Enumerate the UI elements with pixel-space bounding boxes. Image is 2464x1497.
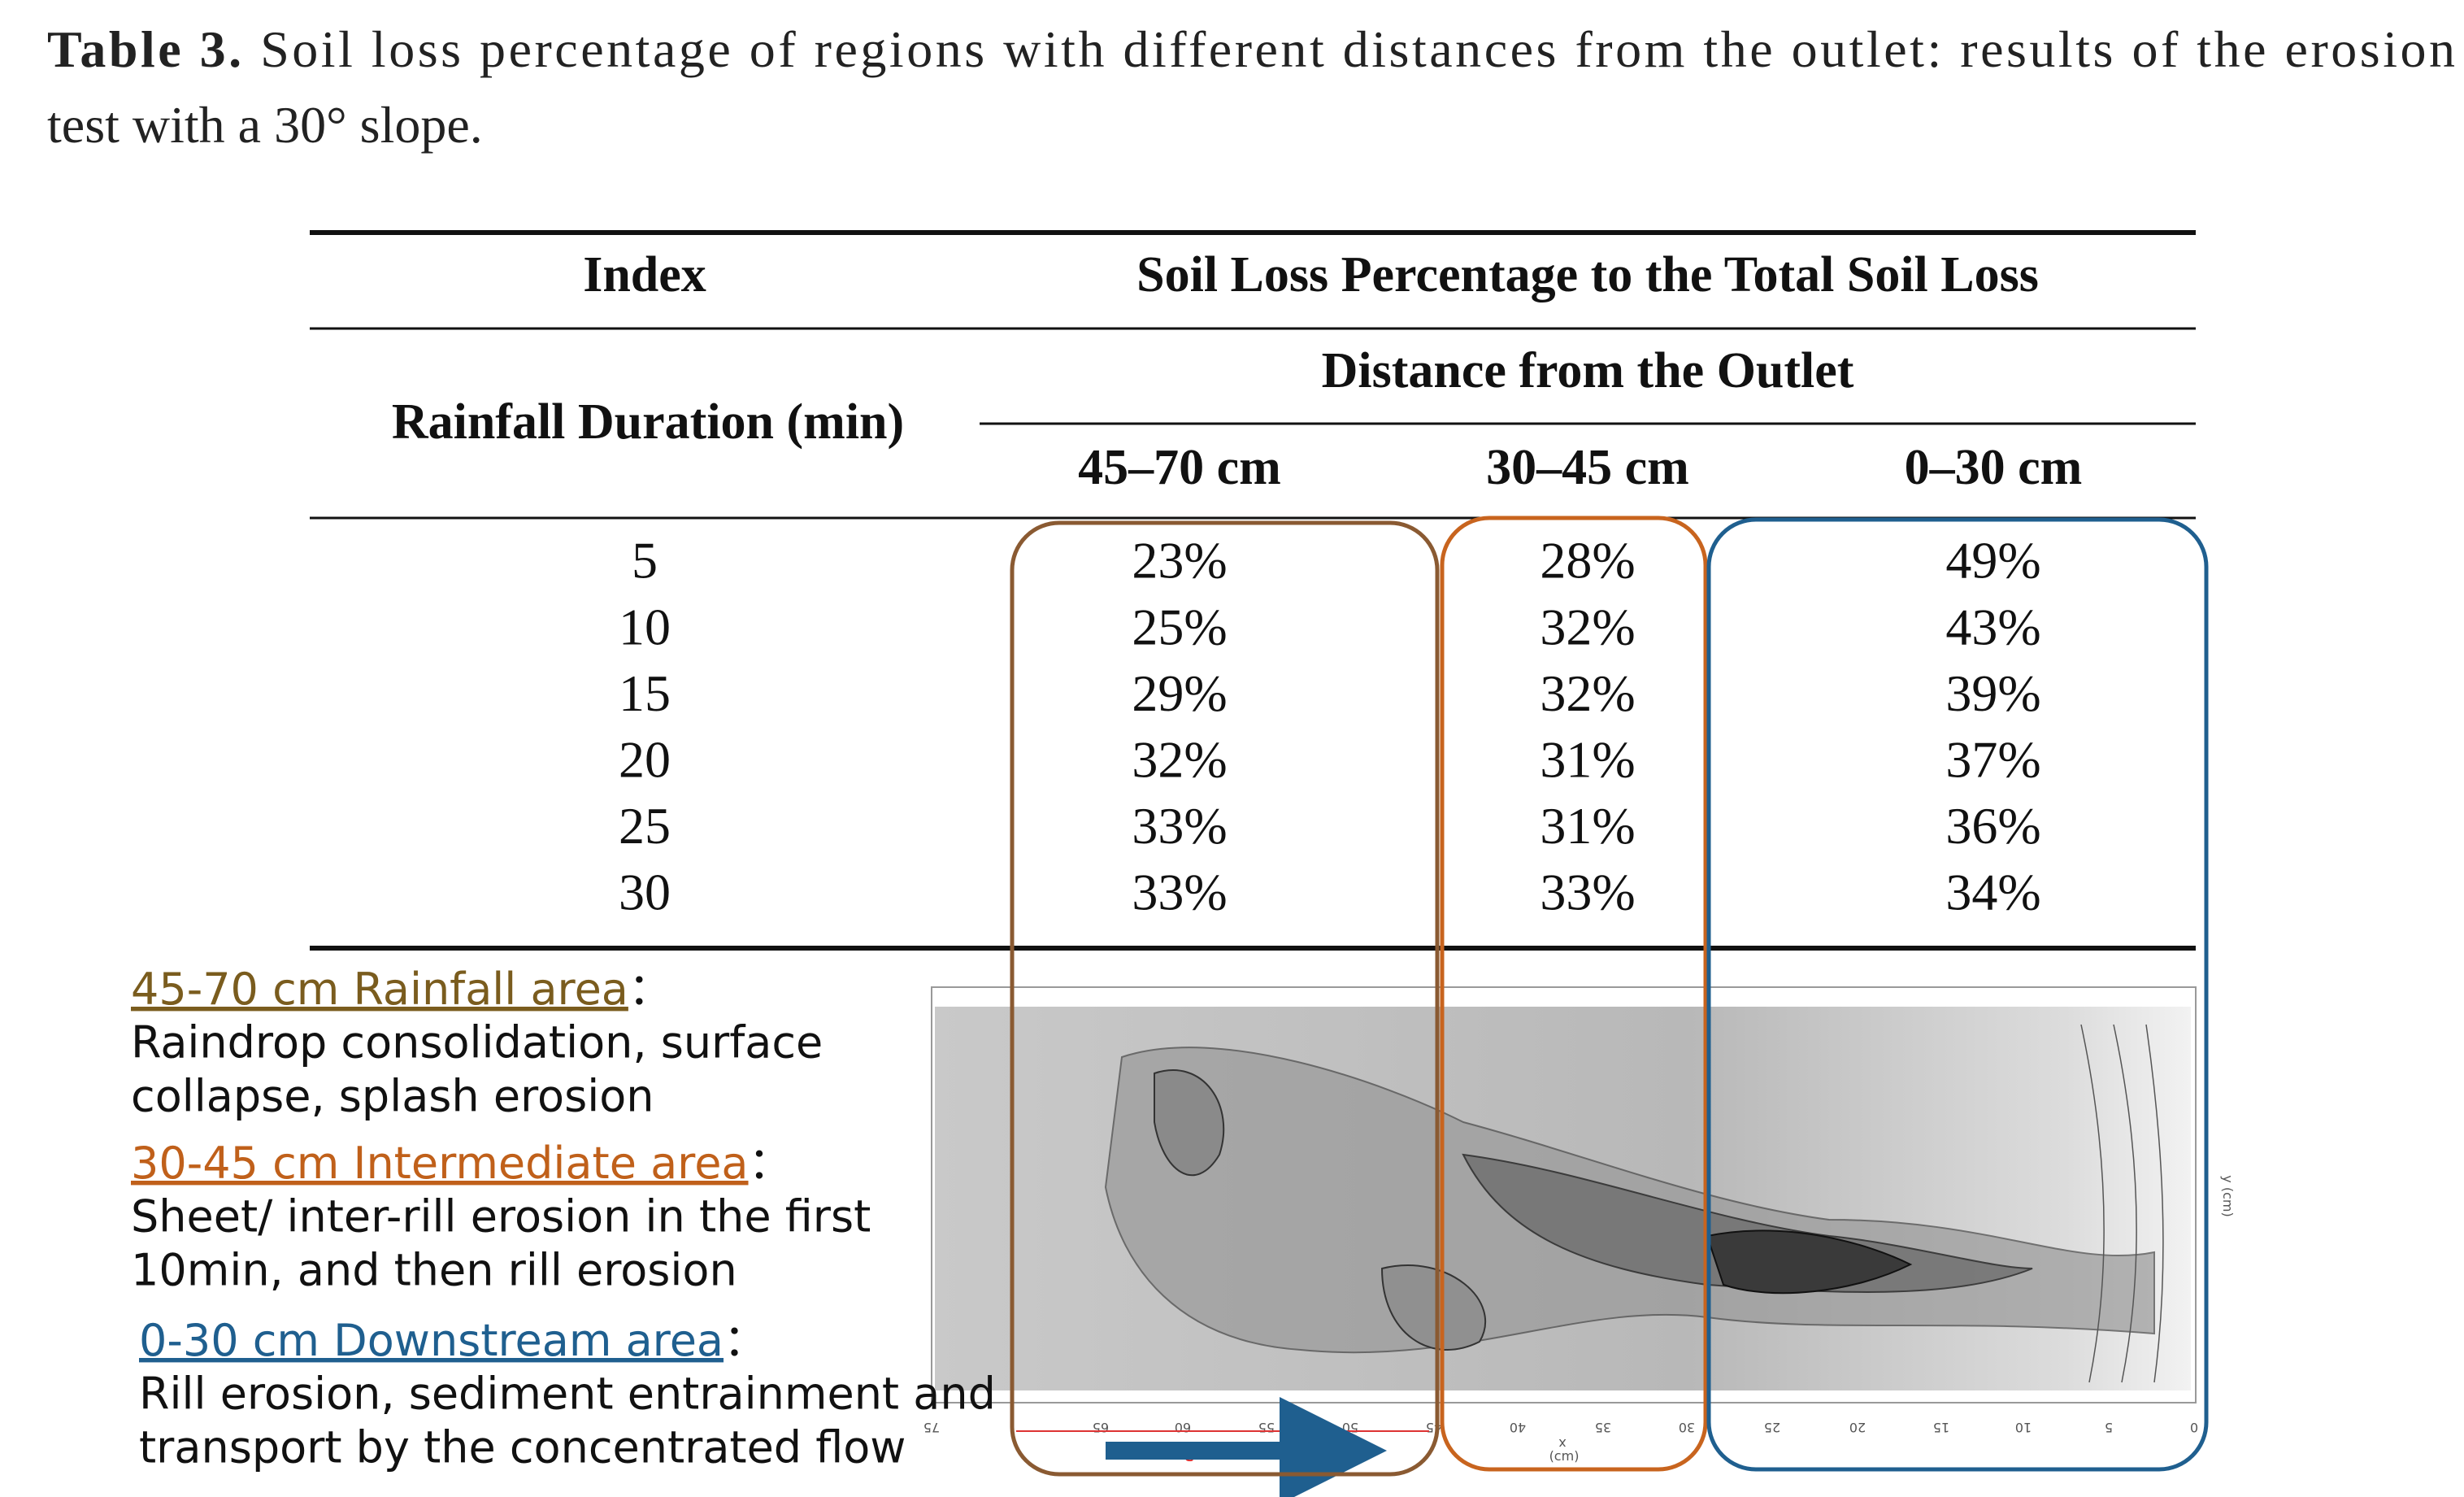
header-main: Soil Loss Percentage to the Total Soil L… [1136,247,2039,302]
caption: Table 3. Soil loss percentage of regions… [47,20,2455,78]
table-cell: 31% [1540,730,1635,788]
annotation-title: 30-45 cm Intermediate area： [131,1138,793,1189]
x-tick-label: 50 [1342,1420,1358,1435]
table-cell: 33% [1132,864,1227,921]
annotation-line: Sheet/ inter-rill erosion in the first [131,1191,871,1242]
region-box [1440,516,1708,1472]
table-cell: 32% [1540,664,1635,722]
caption-text: test with a 30° slope. [47,96,483,154]
table-cell: 5 [632,532,658,590]
annotation-heading: 45-70 cm Rainfall area [131,964,628,1015]
column-header: 45–70 cm [1078,440,1281,495]
annotation-separator: ： [724,1315,767,1366]
caption-label: Table 3. [47,20,241,78]
table-cell: 28% [1540,532,1635,590]
region-box [1010,520,1440,1477]
table-cell: 23% [1132,532,1227,590]
table-cell: 34% [1945,864,2040,921]
column-header: 30–45 cm [1486,440,1689,495]
x-tick-label: 65 [1093,1420,1109,1435]
x-tick-label: 15 [1933,1420,1949,1435]
table-cell: 25% [1132,598,1227,655]
x-tick-label: 75 [923,1420,940,1435]
header-distance: Distance from the Outlet [1322,343,1854,398]
x-tick-label: 30 [1679,1420,1695,1435]
table-cell: 10 [619,598,671,655]
annotation-heading: 0-30 cm Downstream area [139,1315,724,1366]
table-cell: 39% [1945,664,2040,722]
annotation-title: 45-70 cm Rainfall area： [131,964,672,1015]
annotation-separator: ： [628,964,672,1015]
table-cell: 25 [619,797,671,855]
annotation-line: Rill erosion, sediment entrainment and [139,1369,996,1420]
table-cell: 33% [1540,864,1635,921]
table-cell: 30 [619,864,671,921]
x-tick-label: 25 [1764,1420,1780,1435]
x-tick-label: 55 [1258,1420,1275,1435]
contour-figure [931,986,2197,1403]
table-cell: 43% [1945,598,2040,655]
table-cell: 32% [1540,598,1635,655]
annotation-line: Raindrop consolidation, surface [131,1017,823,1068]
x-tick-label: 45 [1426,1420,1442,1435]
table-cell: 49% [1945,532,2040,590]
table-cell: 20 [619,730,671,788]
table-cell: 29% [1132,664,1227,722]
x-tick-label: 35 [1595,1420,1611,1435]
column-header: 0–30 cm [1905,440,2083,495]
annotation-line: 10min, and then rill erosion [131,1245,737,1296]
table-cell: 15 [619,664,671,722]
annotation-separator: ： [749,1138,793,1189]
header-index: Index [583,247,706,302]
x-tick-label: 10 [2015,1420,2032,1435]
x-axis-unit: (cm) [1549,1448,1580,1464]
table-cell: 33% [1132,797,1227,855]
header-duration: Rainfall Duration (min) [392,394,904,450]
x-axis-label: x [1558,1436,1566,1451]
region-box [1706,517,2209,1472]
table-cell: 37% [1945,730,2040,788]
annotation-line: collapse, splash erosion [131,1071,654,1122]
annotation-title: 0-30 cm Downstream area： [139,1315,767,1366]
table-cell: 31% [1540,797,1635,855]
x-tick-label: 5 [2105,1420,2113,1435]
annotation-heading: 30-45 cm Intermediate area [131,1138,749,1189]
y-axis-label: y (cm) [2220,1175,2236,1216]
caption-text: Soil loss percentage of regions with dif… [245,20,2455,78]
x-tick-label: 40 [1510,1420,1526,1435]
x-tick-label: 0 [2190,1420,2198,1435]
x-tick-label: 20 [1849,1420,1866,1435]
annotation-line: transport by the concentrated flow [139,1422,906,1473]
table-cell: 32% [1132,730,1227,788]
x-tick-label: 60 [1175,1420,1191,1435]
table-cell: 36% [1945,797,2040,855]
